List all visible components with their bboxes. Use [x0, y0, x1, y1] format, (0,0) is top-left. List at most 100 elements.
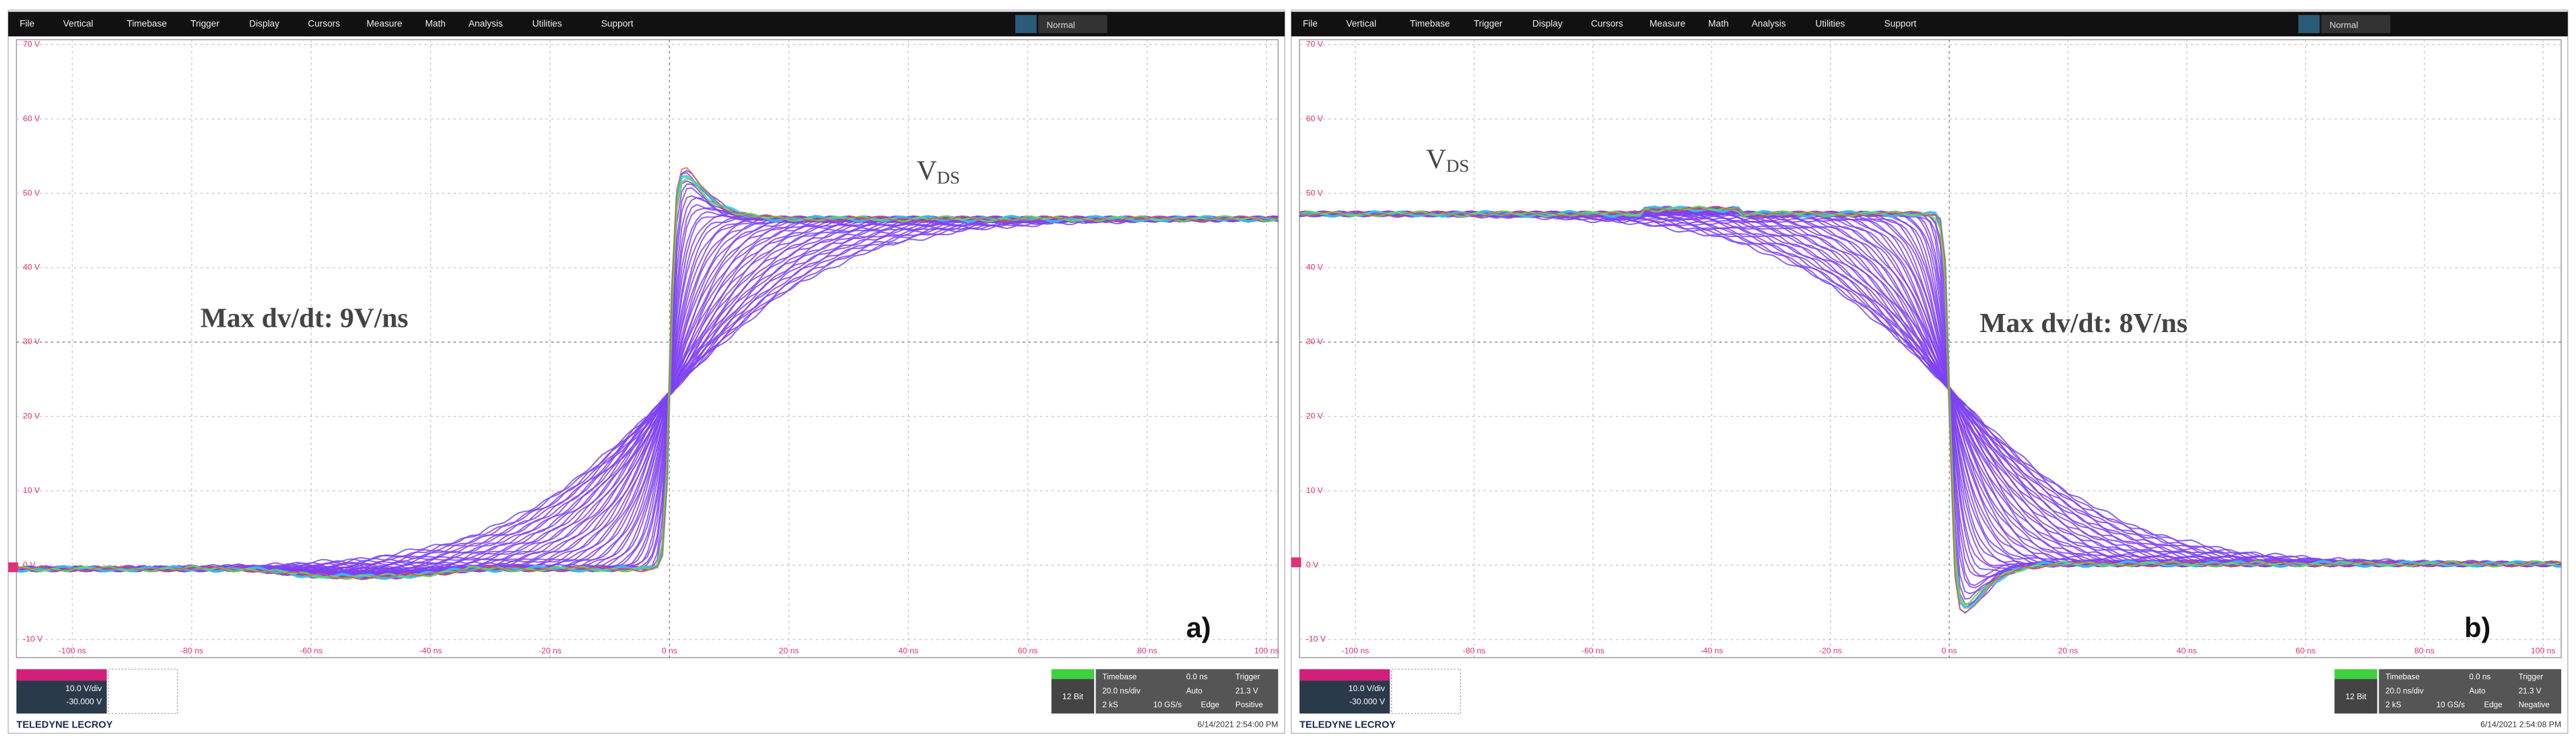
bit-depth: 12 Bit [2345, 692, 2367, 701]
channel-offset: -30.000 V [66, 697, 102, 706]
waveform-trace [16, 216, 1279, 572]
x-axis-label: 0 ns [1942, 646, 1957, 655]
menu-item[interactable]: Analysis [469, 18, 503, 28]
x-axis-label: -60 ns [1582, 646, 1604, 655]
menu-item[interactable]: Display [249, 18, 279, 28]
channel-offset: -30.000 V [1349, 697, 1386, 706]
x-axis-label: 100 ns [2531, 646, 2556, 655]
x-axis-label: -60 ns [300, 646, 323, 655]
menu-item[interactable]: Vertical [1346, 18, 1376, 28]
status-field: 10 GS/s [2437, 701, 2465, 709]
channel-scale: 10.0 V/div [65, 684, 102, 693]
empty-slot [1390, 668, 1461, 715]
menu-item[interactable]: Math [1708, 18, 1728, 28]
channel-box[interactable] [1299, 680, 1390, 714]
bits-tab [2334, 669, 2377, 680]
status-field: Trigger [1235, 673, 1260, 682]
status-field: 2 kS [2385, 701, 2402, 709]
channel-scale: 10.0 V/div [1349, 684, 1386, 693]
x-axis-label: -80 ns [1463, 646, 1486, 655]
channel-box[interactable] [16, 680, 107, 714]
y-axis-label: -10 V [1306, 635, 1326, 644]
status-field: 0.0 ns [1186, 673, 1208, 682]
timestamp: 6/14/2021 2:54:08 PM [2480, 720, 2561, 730]
status-field: Negative [2519, 701, 2550, 709]
x-axis-label: 20 ns [779, 646, 799, 655]
menu-item[interactable]: Cursors [308, 18, 340, 28]
brand: TELEDYNE LECROY [1299, 719, 1396, 730]
status-field: 20.0 ns/div [1102, 686, 1141, 695]
menu-item[interactable]: Trigger [1474, 18, 1503, 28]
status-field: Timebase [1102, 673, 1137, 682]
y-axis-label: 70 V [1306, 39, 1324, 48]
y-axis-label: 30 V [23, 337, 40, 346]
menu-item[interactable]: Measure [1650, 18, 1685, 28]
x-axis-label: 40 ns [898, 646, 918, 655]
ground-marker [8, 562, 18, 573]
y-axis-label: 20 V [1306, 411, 1324, 420]
menu-item[interactable]: Math [425, 18, 445, 28]
status-field: 0.0 ns [2469, 673, 2490, 682]
brand: TELEDYNE LECROY [16, 719, 112, 730]
y-axis-label: 10 V [1306, 486, 1324, 495]
channel-tab[interactable] [16, 669, 107, 681]
y-axis-label: 60 V [23, 114, 40, 123]
mode-panel [2321, 15, 2391, 34]
status-box[interactable] [2379, 669, 2562, 714]
y-axis-label: 0 V [1306, 560, 1319, 569]
menu-item[interactable]: Utilities [1815, 18, 1845, 28]
oscilloscope-panel: File Vertical Timebase Trigger Display Cursor… [7, 9, 1285, 734]
x-axis-label: 40 ns [2177, 646, 2197, 655]
x-axis-label: -100 ns [1342, 646, 1369, 655]
panel-label: b) [2464, 612, 2490, 643]
status-field: Auto [1186, 686, 1203, 695]
menu-item[interactable]: Timebase [127, 18, 166, 28]
signal-label: VDS [917, 154, 960, 187]
menu-item[interactable]: Support [601, 18, 634, 28]
menu-item[interactable]: Analysis [1752, 18, 1786, 28]
trigger-mode[interactable]: Normal [1046, 20, 1075, 30]
menu-item[interactable]: Measure [366, 18, 402, 28]
timestamp: 6/14/2021 2:54:00 PM [1197, 720, 1278, 730]
menu-item[interactable]: Cursors [1591, 18, 1623, 28]
menu-item[interactable]: Utilities [533, 18, 562, 28]
x-axis-label: 80 ns [1137, 646, 1157, 655]
waveform-trace [1299, 205, 2562, 614]
waveform-trace [16, 166, 1279, 581]
x-axis-label: -100 ns [59, 646, 86, 655]
trigger-mode[interactable]: Normal [2330, 20, 2358, 30]
x-axis-label: -20 ns [539, 646, 562, 655]
signal-label-main: V [917, 154, 937, 185]
oscilloscope-panel: File Vertical Timebase Trigger Display Cursor… [1291, 9, 2569, 734]
signal-label-sub: DS [937, 167, 960, 187]
y-axis-label: 70 V [23, 39, 40, 48]
x-axis-label: -40 ns [419, 646, 442, 655]
x-axis-label: 0 ns [662, 646, 677, 655]
x-axis-label: 100 ns [1254, 646, 1279, 655]
bits-box [2334, 679, 2377, 714]
dvdt-annotation: Max dv/dt: 8V/ns [1979, 307, 2188, 338]
status-box[interactable] [1095, 669, 1279, 714]
menu-item[interactable]: Trigger [191, 18, 219, 28]
menu-item[interactable]: File [1303, 18, 1318, 28]
y-axis-label: 30 V [1306, 337, 1324, 346]
menu-item[interactable]: Display [1532, 18, 1563, 28]
channel-tab[interactable] [1299, 669, 1390, 681]
plot-area [15, 39, 1279, 659]
menu-item[interactable]: Timebase [1410, 18, 1450, 28]
mode-box [1015, 15, 1037, 34]
signal-label: VDS [1426, 143, 1469, 176]
panel-label: a) [1186, 612, 1211, 643]
status-field: Positive [1235, 701, 1263, 709]
status-field: Edge [1201, 701, 1219, 709]
y-axis-label: 50 V [23, 188, 40, 197]
status-field: Auto [2469, 686, 2486, 695]
x-axis-label: 60 ns [1018, 646, 1038, 655]
menu-item[interactable]: Support [1884, 18, 1916, 28]
status-field: 20.0 ns/div [2385, 686, 2424, 695]
menu-item[interactable]: File [20, 18, 34, 28]
mode-panel [1038, 15, 1108, 34]
menu-item[interactable]: Vertical [63, 18, 94, 28]
